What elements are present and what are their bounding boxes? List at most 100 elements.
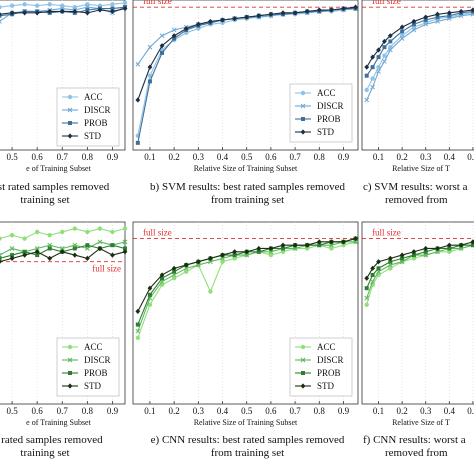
legend: ACC DISCR PROB STD — [56, 337, 120, 397]
legend-marker — [300, 129, 306, 135]
data-point — [122, 0, 128, 6]
x-tick-label: 0.2 — [169, 406, 180, 416]
x-tick-label: 0.7 — [289, 406, 301, 416]
caption-line-2: removed from — [385, 194, 448, 206]
caption-cnn-worst: f) CNN results: worst a removed from — [363, 434, 474, 460]
x-tick-label: 0.6 — [32, 152, 44, 162]
data-point — [435, 19, 440, 24]
data-point — [399, 36, 405, 41]
x-tick-label: 0.5 — [241, 152, 253, 162]
legend-marker — [300, 90, 306, 96]
x-tick-label: 0.7 — [289, 152, 301, 162]
data-point — [280, 249, 286, 254]
data-point — [160, 276, 165, 281]
data-point — [268, 245, 274, 252]
data-point — [220, 17, 225, 23]
data-point — [304, 242, 310, 248]
caption-line-2: from training set — [210, 447, 285, 459]
data-point — [446, 10, 452, 16]
caption-line-1: e) CNN results: best rated samples remov… — [150, 434, 345, 446]
data-point — [458, 8, 464, 15]
data-point — [388, 266, 393, 271]
data-point — [172, 36, 177, 41]
legend: ACC DISCR PROB STD — [56, 87, 120, 147]
caption-cnn-best: e) CNN results: best rated samples remov… — [135, 434, 360, 460]
legend-marker — [67, 344, 73, 350]
data-point — [110, 8, 115, 15]
x-tick-label: 0.1 — [373, 152, 384, 162]
data-point — [135, 322, 140, 327]
data-point — [147, 79, 152, 84]
data-point — [72, 252, 78, 258]
data-point — [47, 2, 52, 7]
x-tick-label: 0.1 — [144, 406, 155, 416]
plot-frame — [361, 221, 474, 405]
data-point — [244, 14, 250, 20]
x-tick-label: 0.6 — [265, 152, 277, 162]
legend-label: STD — [84, 131, 102, 141]
x-tick-label: 0.7 — [57, 152, 69, 162]
data-point — [376, 259, 381, 265]
data-point — [122, 226, 128, 231]
data-point — [97, 226, 103, 231]
data-point — [97, 239, 103, 245]
data-point — [195, 21, 201, 27]
legend-label: DISCR — [84, 105, 111, 115]
data-point — [208, 289, 213, 294]
legend-label: DISCR — [84, 355, 111, 365]
data-point — [400, 29, 405, 34]
legend: ACC DISCR PROB STD — [289, 337, 353, 397]
data-point — [364, 97, 370, 103]
data-point — [411, 249, 417, 255]
legend-marker — [68, 121, 72, 125]
data-point — [280, 242, 286, 248]
data-point — [9, 255, 15, 261]
data-point — [411, 27, 417, 33]
x-tick-label: 0.9 — [338, 152, 350, 162]
x-tick-label: 0.9 — [338, 406, 350, 416]
series-line-prob — [366, 244, 473, 289]
legend-marker — [301, 371, 305, 375]
x-tick-label: 0.4 — [217, 152, 229, 162]
x-tick-label: 0.4 — [444, 406, 456, 416]
data-point — [370, 84, 375, 90]
legend-label: PROB — [84, 368, 108, 378]
data-point — [10, 253, 15, 258]
data-point — [34, 249, 40, 255]
data-point — [232, 249, 238, 255]
data-point — [364, 64, 370, 70]
data-point — [135, 97, 141, 103]
data-point — [159, 33, 165, 39]
data-point — [387, 33, 393, 39]
legend-marker — [67, 383, 73, 389]
data-point — [446, 242, 452, 248]
data-point — [184, 269, 189, 274]
x-tick-label: 0.3 — [193, 152, 205, 162]
data-point — [256, 249, 261, 254]
legend-marker — [67, 357, 73, 363]
x-axis-label: e of Training Subset — [26, 164, 91, 173]
data-point — [183, 262, 189, 268]
data-point — [423, 14, 429, 20]
data-point — [60, 229, 65, 235]
data-point — [353, 4, 358, 10]
x-axis-label: Relative Size of T — [392, 418, 450, 427]
x-tick-label: 0.4 — [444, 152, 456, 162]
caption-line-1: f) CNN results: worst a — [363, 434, 466, 446]
legend-label: ACC — [317, 342, 336, 352]
data-point — [34, 10, 40, 16]
plot-cnn-worst-left-cropped: 0.5 0.6 0.7 0.8 0.9 e of Training Subset full … — [0, 221, 128, 427]
data-point — [9, 10, 15, 16]
data-point — [183, 25, 189, 32]
data-point — [47, 8, 53, 15]
x-tick-label: 0.2 — [169, 152, 180, 162]
x-tick-label: 0.3 — [420, 152, 432, 162]
data-point — [122, 5, 128, 12]
data-point — [411, 18, 417, 25]
data-point — [171, 265, 177, 271]
data-point — [172, 269, 177, 274]
caption-cnn-worst-left: rst rated samples removed training set — [0, 434, 130, 460]
data-point — [399, 252, 405, 258]
data-point — [470, 243, 474, 248]
data-point — [47, 255, 53, 261]
